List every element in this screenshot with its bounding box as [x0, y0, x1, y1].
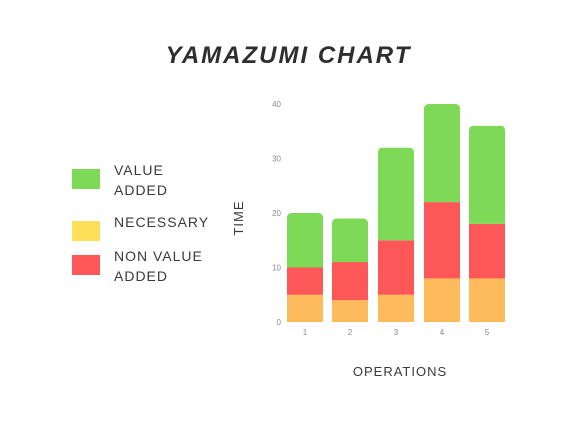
bar-segment-value-added — [378, 148, 414, 241]
x-tick-label: 1 — [303, 328, 308, 337]
bar-segment-non-value-added — [469, 224, 505, 279]
bar-segment-value-added — [287, 213, 323, 268]
y-ticks-group: 0 10 20 30 40 — [272, 100, 281, 327]
x-tick-label: 2 — [348, 328, 353, 337]
y-axis-title: TIME — [231, 200, 246, 235]
x-ticks-group: 1 2 3 4 5 — [303, 328, 490, 337]
x-tick-label: 4 — [440, 328, 445, 337]
bar-segment-necessary — [378, 295, 414, 322]
bar-stack — [378, 148, 414, 322]
y-tick-label: 20 — [272, 209, 281, 218]
bar-stack — [332, 218, 368, 322]
y-tick-label: 10 — [272, 264, 281, 273]
y-tick-label: 0 — [277, 318, 282, 327]
bar-stack — [287, 213, 323, 322]
bar-segment-non-value-added — [424, 202, 460, 278]
bar-segment-necessary — [469, 278, 505, 322]
bar-segment-value-added — [424, 104, 460, 202]
bar-segment-non-value-added — [332, 262, 368, 300]
bars-group — [287, 104, 505, 322]
bar-segment-necessary — [332, 300, 368, 322]
bar-segment-value-added — [332, 218, 368, 262]
bar-segment-value-added — [469, 126, 505, 224]
y-tick-label: 30 — [272, 155, 281, 164]
x-tick-label: 5 — [485, 328, 490, 337]
y-tick-label: 40 — [272, 100, 281, 109]
bar-segment-non-value-added — [378, 240, 414, 295]
bar-stack — [424, 104, 460, 322]
x-tick-label: 3 — [394, 328, 399, 337]
x-axis-title: OPERATIONS — [353, 364, 447, 379]
bar-segment-non-value-added — [287, 268, 323, 295]
bar-stack — [469, 126, 505, 322]
bar-segment-necessary — [424, 278, 460, 322]
bar-segment-necessary — [287, 295, 323, 322]
